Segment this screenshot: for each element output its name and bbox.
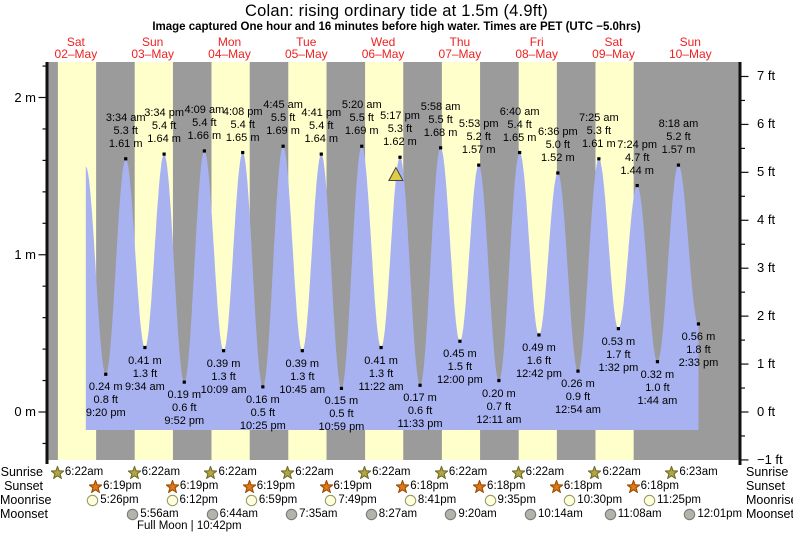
tide-extreme-dot [124, 157, 128, 161]
left-axis-line [45, 62, 49, 464]
right-axis-tick [741, 123, 749, 126]
tide-extreme-dot [300, 349, 304, 353]
left-axis-tick [42, 65, 46, 67]
tide-extreme-dot [281, 144, 285, 148]
left-axis-tick [42, 285, 46, 287]
tide-extreme-dot [518, 150, 522, 155]
right-axis-tick [741, 315, 749, 317]
tide-extreme-dot [182, 380, 186, 384]
left-axis-tick [42, 379, 46, 382]
right-axis-tick [741, 459, 749, 461]
left-axis-tick [42, 159, 46, 161]
left-axis-tick [42, 191, 46, 193]
tide-extreme-dot [537, 333, 541, 337]
tide-extreme-dot [261, 385, 265, 389]
right-axis-tick [741, 243, 745, 245]
left-axis-tick [38, 96, 46, 99]
tide-extreme-dot [597, 157, 601, 161]
left-axis-tick [42, 442, 46, 445]
right-axis-tick [741, 363, 749, 365]
right-axis-tick [741, 435, 745, 437]
tide-extreme-dot [576, 369, 580, 373]
tide-extreme-dot [360, 144, 364, 148]
right-axis-tick [741, 291, 745, 293]
tide-extreme-dot [104, 372, 108, 376]
tide-extreme-dot [319, 152, 323, 156]
right-axis-tick [741, 267, 749, 269]
left-axis-tick [42, 348, 46, 350]
right-axis-line [738, 62, 742, 465]
tide-curve-area [85, 146, 699, 430]
tide-extreme-dot [635, 183, 639, 188]
tide-extreme-dot [398, 155, 402, 159]
right-axis-tick [741, 387, 745, 389]
right-axis-tick [741, 219, 749, 221]
left-axis-tick [42, 128, 46, 130]
tide-extreme-dot [418, 383, 422, 387]
tide-extreme-dot [379, 345, 383, 350]
tide-extreme-dot [696, 322, 701, 326]
right-axis-tick [741, 99, 745, 102]
left-axis-tick [42, 317, 46, 319]
tide-extreme-dot [439, 146, 443, 150]
right-axis-tick [741, 411, 749, 413]
tide-extreme-dot [241, 150, 245, 155]
right-axis-tick [741, 75, 749, 78]
tide-extreme-dot [339, 386, 344, 391]
tide-extreme-dot [458, 339, 462, 343]
right-axis-tick [741, 339, 745, 341]
tide-extreme-dot [221, 349, 226, 353]
right-axis-tick [741, 171, 749, 173]
left-axis-tick [42, 222, 46, 224]
tide-extreme-dot [676, 163, 681, 167]
tide-extreme-dot [162, 152, 166, 156]
tide-extreme-dot [616, 327, 620, 331]
left-axis-tick [38, 254, 46, 256]
tide-extreme-dot [556, 171, 560, 175]
right-axis-tick [741, 147, 745, 149]
current-tide-marker [388, 166, 404, 182]
right-axis-tick [741, 195, 745, 197]
tide-extreme-dot [477, 163, 481, 167]
left-axis-tick [38, 411, 46, 413]
tide-extreme-dot [655, 360, 660, 364]
tide-extreme-dot [202, 149, 206, 153]
tide-extreme-dot [143, 345, 147, 350]
tide-extreme-dot [497, 378, 501, 383]
